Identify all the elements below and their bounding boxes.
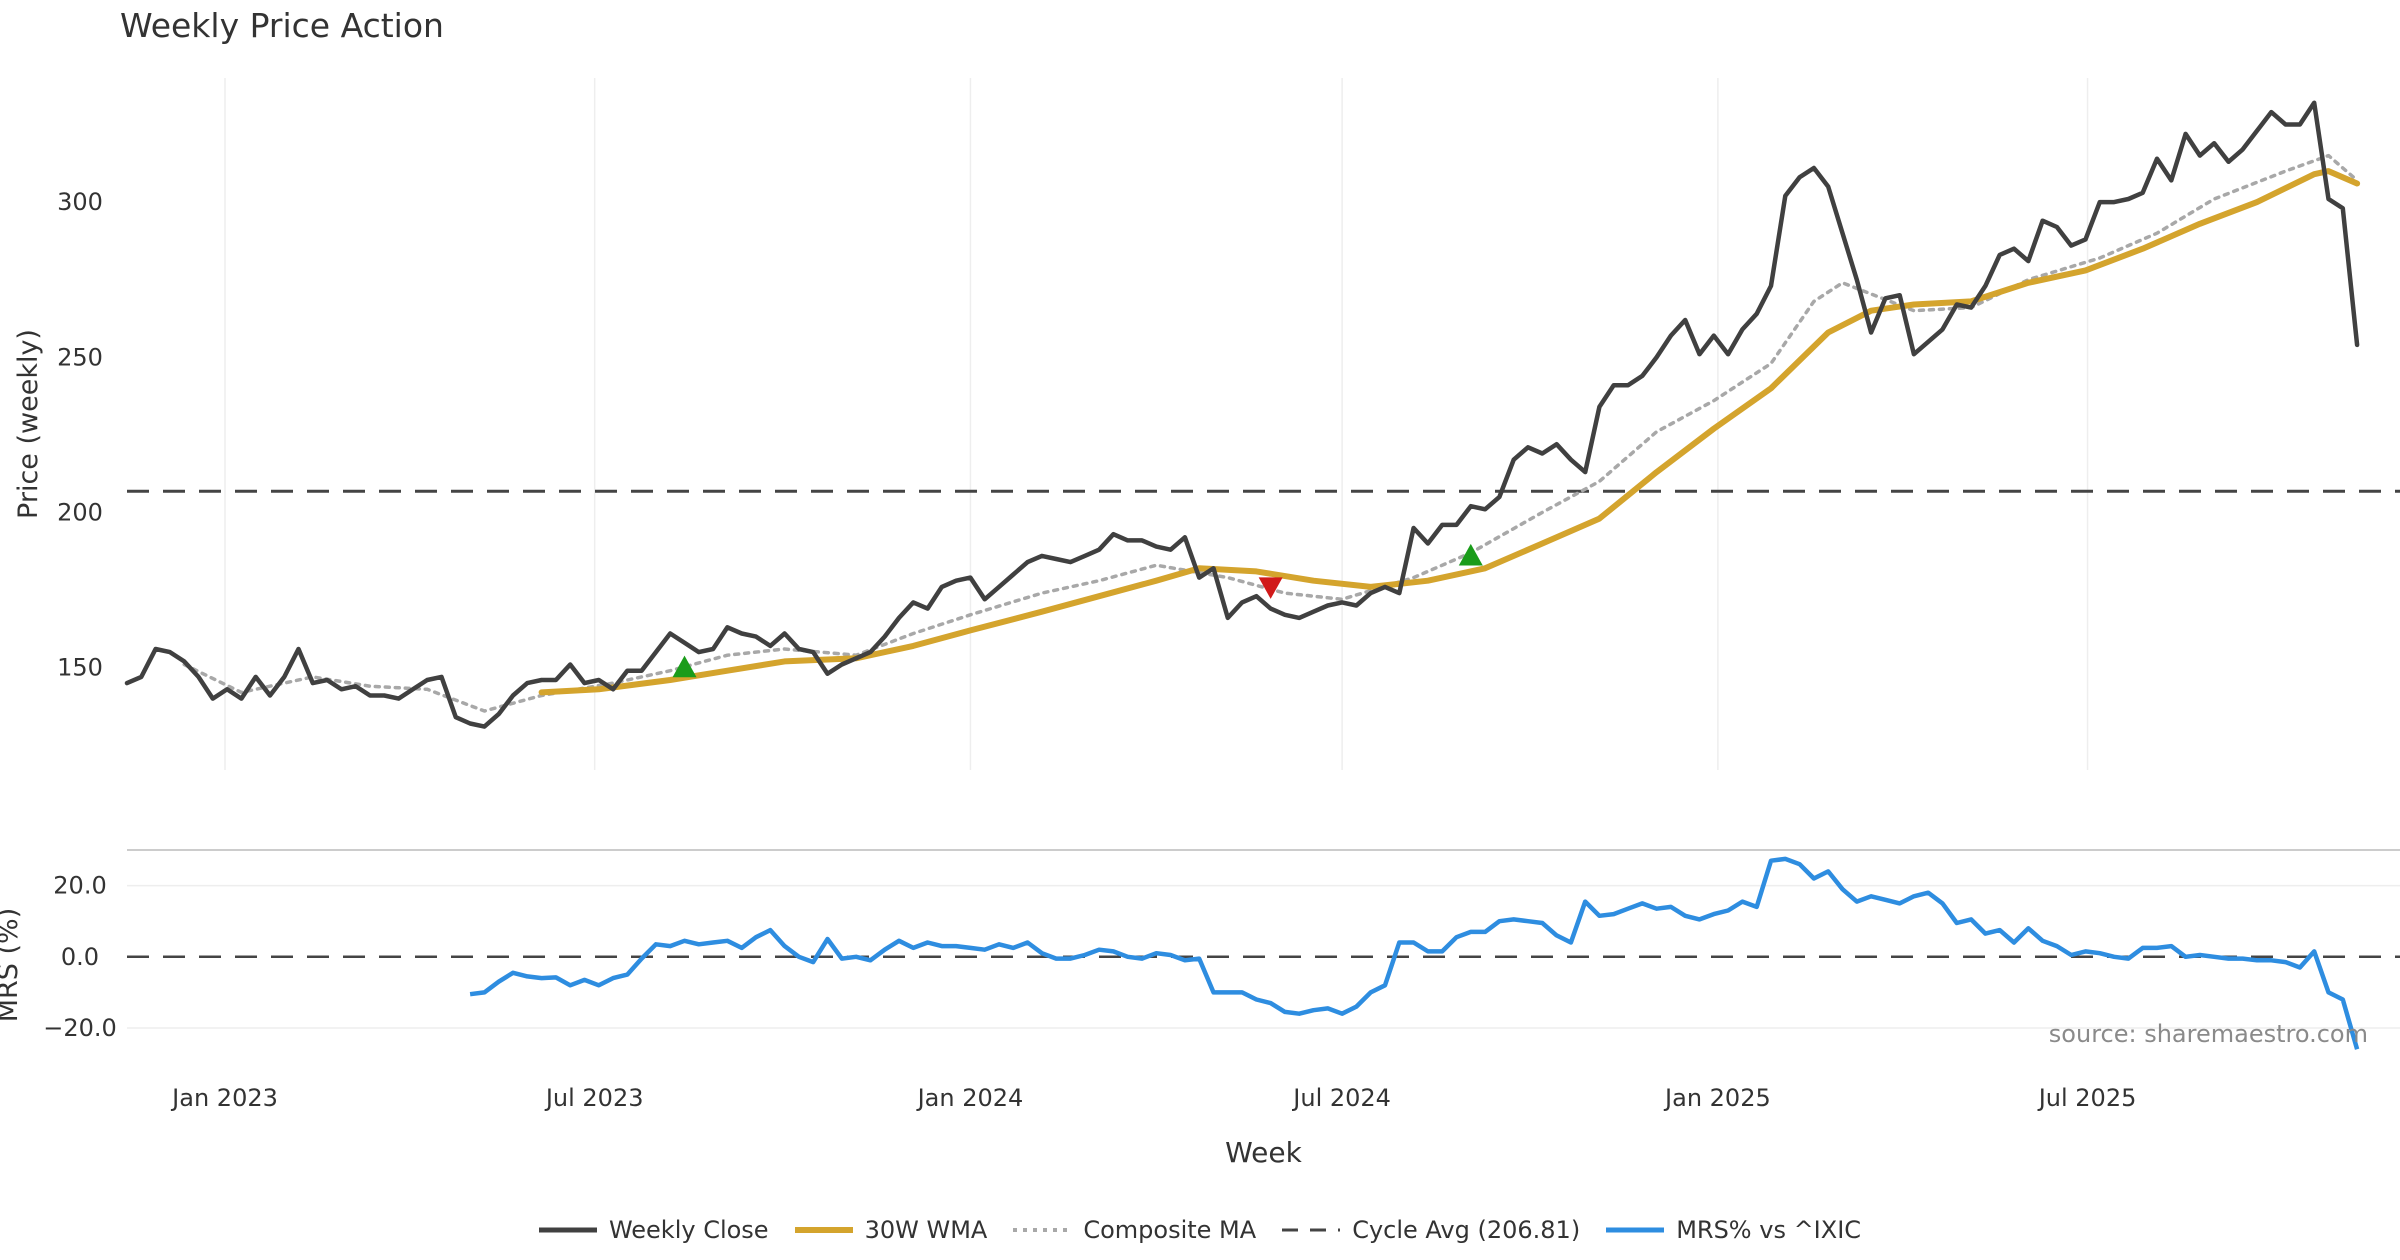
- x-tick-label-jul-2024: Jul 2024: [1291, 1084, 1391, 1112]
- x-axis-label: Week: [1225, 1136, 1302, 1169]
- y-tick-label-250: 250: [57, 343, 103, 371]
- series-line-composite-ma: [182, 153, 2359, 713]
- y-axis-label-price: Price (weekly): [13, 329, 44, 519]
- x-tick-label-jan-2023: Jan 2023: [170, 1084, 278, 1112]
- source-annotation: source: sharemaestro.com: [2048, 1020, 2368, 1048]
- legend: Weekly Close 30W WMA Composite MA Cycle …: [0, 1210, 2400, 1250]
- x-tick-label-jul-2025: Jul 2025: [2037, 1084, 2137, 1112]
- legend-swatch-composite-ma: [1013, 1228, 1072, 1232]
- legend-swatch-30w-wma: [794, 1227, 853, 1233]
- y-tick-label-200: 200: [57, 498, 103, 526]
- legend-swatch-weekly-close: [538, 1227, 597, 1233]
- legend-swatch-cycle-avg: [1282, 1228, 1341, 1232]
- chart-title: Weekly Price Action: [120, 6, 444, 45]
- x-tick-label-jan-2025: Jan 2025: [1663, 1084, 1771, 1112]
- x-tick-label-jan-2024: Jan 2024: [916, 1084, 1024, 1112]
- legend-label-composite-ma: Composite MA: [1083, 1216, 1257, 1244]
- legend-swatch-mrs: [1606, 1227, 1665, 1233]
- series-line-mrs: [469, 856, 2360, 1050]
- legend-item-30w-wma[interactable]: 30W WMA: [794, 1216, 988, 1244]
- signal-marker-sell-1: [1258, 577, 1283, 599]
- legend-label-30w-wma: 30W WMA: [864, 1216, 988, 1244]
- legend-label-weekly-close: Weekly Close: [608, 1216, 769, 1244]
- legend-item-cycle-avg[interactable]: Cycle Avg (206.81): [1282, 1216, 1580, 1244]
- signal-marker-buy-2: [1458, 543, 1483, 566]
- mrs-y-tick-label-20-0: 20.0: [53, 872, 106, 900]
- mrs-y-tick-label-0-0: 0.0: [61, 943, 99, 971]
- chart-canvas: 150 200 250 300 Price (weekly) −20.0 0.0 20.0 MR…: [0, 78, 2400, 1169]
- legend-label-mrs: MRS% vs ^IXIC: [1676, 1216, 1862, 1244]
- legend-label-cycle-avg: Cycle Avg (206.81): [1352, 1216, 1581, 1244]
- x-tick-label-jul-2023: Jul 2023: [544, 1084, 644, 1112]
- legend-item-mrs[interactable]: MRS% vs ^IXIC: [1606, 1216, 1861, 1244]
- series-line-weekly-close: [124, 100, 2360, 729]
- y-axis-label-mrs: MRS (%): [0, 908, 24, 1023]
- series-line-30w-wma: [538, 168, 2361, 696]
- mrs-y-tick-label-20-0: −20.0: [43, 1014, 117, 1042]
- legend-item-composite-ma[interactable]: Composite MA: [1013, 1216, 1256, 1244]
- legend-item-weekly-close[interactable]: Weekly Close: [538, 1216, 769, 1244]
- y-tick-label-150: 150: [57, 654, 103, 682]
- y-tick-label-300: 300: [57, 188, 103, 216]
- signal-marker-buy-0: [672, 655, 697, 678]
